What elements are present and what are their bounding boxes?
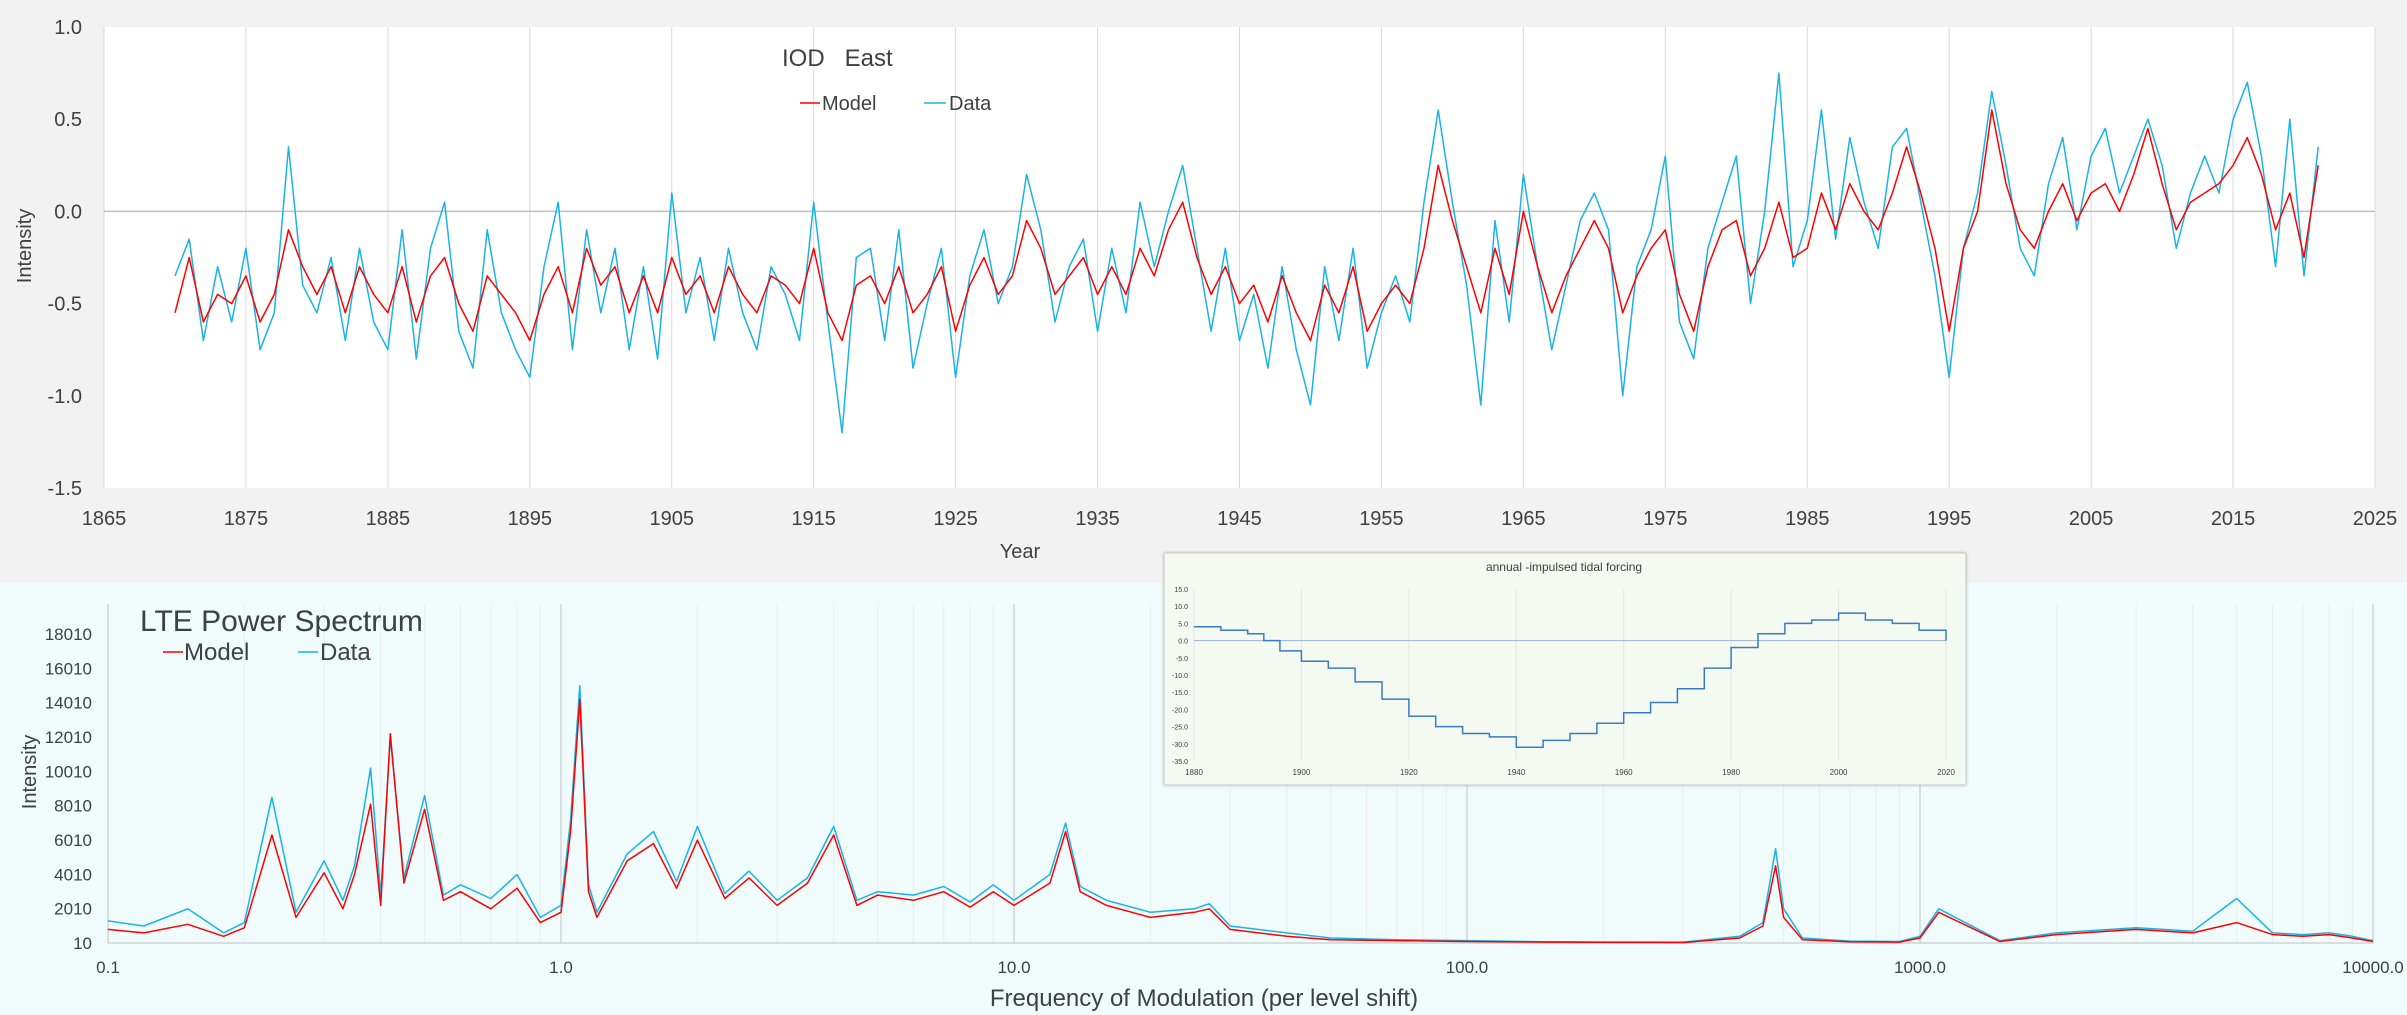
top-y-tick-label: 0.0 — [54, 201, 82, 223]
inset-x-tick-label: 1900 — [1293, 768, 1311, 777]
top-x-tick-label: 1955 — [1359, 508, 1404, 530]
top-y-tick-label: -1.5 — [48, 478, 82, 500]
bottom-legend-data-label: Data — [320, 639, 371, 666]
top-x-tick-label: 1995 — [1927, 508, 1972, 530]
bottom-y-tick-label: 6010 — [54, 831, 92, 850]
top-x-tick-label: 1925 — [933, 508, 978, 530]
top-y-axis-title: Intensity — [14, 209, 36, 283]
bottom-y-tick-label: 10010 — [45, 762, 92, 781]
top-y-tick-labels: 1.0 0.5 0.0 -0.5 -1.0 -1.5 — [48, 17, 82, 500]
bottom-y-axis-title: Intensity — [19, 735, 41, 809]
top-x-tick-label: 1915 — [791, 508, 836, 530]
inset-x-tick-label: 2000 — [1830, 768, 1848, 777]
bottom-y-tick-label: 14010 — [45, 694, 92, 713]
bottom-x-tick-label: 0.1 — [96, 958, 120, 977]
top-chart-title: IOD East — [782, 45, 893, 72]
tidal-forcing-inset-chart: 1880 1900 1920 1940 1960 1980 2000 2020 15.0 10.… — [1164, 553, 1966, 785]
inset-x-tick-label: 1920 — [1400, 768, 1418, 777]
top-x-axis-title: Year — [1000, 541, 1041, 563]
top-x-tick-label: 1905 — [650, 508, 695, 530]
inset-chart-title: annual -impulsed tidal forcing — [1486, 560, 1642, 574]
inset-y-tick-label: 15.0 — [1174, 587, 1188, 594]
top-x-tick-label: 1985 — [1785, 508, 1830, 530]
bottom-y-tick-label: 2010 — [54, 900, 92, 919]
bottom-x-tick-label: 100.0 — [1446, 958, 1489, 977]
inset-y-tick-label: 5.0 — [1178, 621, 1188, 628]
inset-x-tick-labels: 1880 1900 1920 1940 1960 1980 2000 2020 — [1185, 768, 1955, 777]
bottom-x-tick-label: 1.0 — [549, 958, 573, 977]
top-x-tick-label: 1945 — [1217, 508, 1262, 530]
top-x-tick-label: 1895 — [508, 508, 553, 530]
top-x-tick-labels: 1865 1875 1885 1895 1905 1915 1925 1935 1945 1955… — [82, 508, 2398, 530]
top-y-tick-label: 0.5 — [54, 109, 82, 131]
inset-y-tick-label: -5.0 — [1176, 656, 1188, 663]
top-x-tick-label: 1875 — [224, 508, 269, 530]
inset-y-tick-label: -30.0 — [1172, 742, 1188, 749]
inset-y-tick-label: -15.0 — [1172, 690, 1188, 697]
inset-y-tick-label: 10.0 — [1174, 604, 1188, 611]
inset-x-tick-label: 1980 — [1722, 768, 1740, 777]
bottom-x-tick-label: 10.0 — [997, 958, 1030, 977]
top-x-tick-label: 1885 — [366, 508, 411, 530]
bottom-x-tick-labels: 0.1 1.0 10.0 100.0 1000.0 10000.0 — [96, 958, 2404, 977]
inset-x-tick-label: 1960 — [1615, 768, 1633, 777]
top-x-tick-label: 1865 — [82, 508, 127, 530]
top-series-line-data — [174, 72, 2319, 434]
bottom-x-axis-title: Frequency of Modulation (per level shift… — [990, 985, 1418, 1012]
top-series — [174, 72, 2319, 434]
lte-power-spectrum-chart: 0.1 1.0 10.0 100.0 1000.0 10000.0 18010160101… — [0, 583, 2407, 1015]
bottom-chart-title: LTE Power Spectrum — [140, 605, 423, 638]
bottom-y-tick-label: 18010 — [45, 625, 92, 644]
top-x-tick-label: 2025 — [2353, 508, 2398, 530]
top-y-tick-label: -1.0 — [48, 386, 82, 408]
top-x-tick-label: 2015 — [2211, 508, 2256, 530]
bottom-y-tick-label: 12010 — [45, 728, 92, 747]
bottom-legend-model-label: Model — [184, 639, 249, 666]
top-y-tick-label: 1.0 — [54, 17, 82, 39]
top-legend: Model Data — [800, 93, 992, 115]
top-x-tick-label: 1965 — [1501, 508, 1546, 530]
top-grid — [103, 27, 2376, 488]
inset-y-tick-label: -25.0 — [1172, 725, 1188, 732]
top-legend-model-label: Model — [822, 93, 876, 115]
top-series-line-model — [174, 109, 2319, 342]
bottom-x-tick-label: 1000.0 — [1894, 958, 1946, 977]
bottom-legend: Model Data — [163, 639, 371, 666]
bottom-y-tick-label: 16010 — [45, 659, 92, 678]
inset-grid — [1193, 589, 1947, 761]
inset-x-tick-label: 1940 — [1507, 768, 1525, 777]
top-y-tick-label: -0.5 — [48, 294, 82, 316]
iod-east-chart: 1865 1875 1885 1895 1905 1915 1925 1935 1945 1955… — [0, 0, 2407, 583]
bottom-y-tick-label: 8010 — [54, 797, 92, 816]
bottom-series-line-model — [107, 698, 2374, 944]
inset-series — [1194, 612, 1947, 748]
bottom-y-tick-label: 4010 — [54, 865, 92, 884]
bottom-x-tick-label: 10000.0 — [2342, 958, 2403, 977]
inset-x-tick-label: 1880 — [1185, 768, 1203, 777]
inset-y-tick-label: 0.0 — [1178, 639, 1188, 646]
inset-y-tick-labels: 15.0 10.0 5.0 0.0 -5.0 -10.0 -15.0 -20.0 -25.0 -3… — [1172, 587, 1188, 766]
top-x-tick-label: 2005 — [2069, 508, 2114, 530]
inset-series-line — [1194, 612, 1947, 748]
bottom-series — [107, 684, 2374, 944]
top-x-tick-label: 1975 — [1643, 508, 1688, 530]
inset-y-tick-label: -10.0 — [1172, 673, 1188, 680]
inset-x-tick-label: 2020 — [1937, 768, 1955, 777]
bottom-y-tick-labels: 18010 16010 14010 12010 10010 8010 6010 4010 201… — [45, 625, 92, 953]
top-x-tick-label: 1935 — [1075, 508, 1120, 530]
top-legend-data-label: Data — [949, 93, 992, 115]
inset-y-tick-label: -35.0 — [1172, 759, 1188, 766]
inset-background — [1164, 553, 1966, 785]
inset-y-tick-label: -20.0 — [1172, 707, 1188, 714]
bottom-y-tick-label: 10 — [73, 934, 92, 953]
